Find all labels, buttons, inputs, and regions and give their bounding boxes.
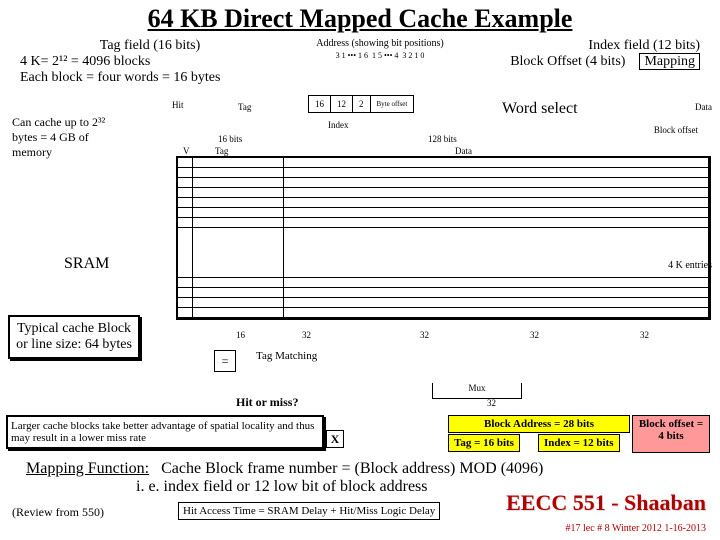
block-offset-box: Block offset = 4 bits xyxy=(632,415,710,453)
comparator: = xyxy=(214,350,236,372)
mux: Mux xyxy=(432,383,522,399)
data-label: Data xyxy=(695,102,712,112)
lecture-footer: #17 lec # 8 Winter 2012 1-16-2013 xyxy=(566,523,707,534)
tag-matching-label: Tag Matching xyxy=(256,350,317,362)
mapping-box: Mapping xyxy=(639,53,700,70)
tag-label: Tag xyxy=(238,102,251,112)
hit-access-time: Hit Access Time = SRAM Delay + Hit/Miss … xyxy=(178,502,440,520)
title: 64 KB Direct Mapped Cache Example xyxy=(0,0,720,38)
block-count: 4 K= 2¹² = 4096 blocks xyxy=(20,54,280,70)
word-select: Word select xyxy=(502,100,578,118)
mapping-function: Mapping Function: Cache Block frame numb… xyxy=(26,460,543,496)
bus-32e: 32 xyxy=(487,398,496,408)
cache-array xyxy=(176,156,711,320)
index-label: Index xyxy=(328,120,349,130)
typical-block-note: Typical cache Block or line size: 64 byt… xyxy=(8,315,140,359)
bus-32b: 32 xyxy=(420,330,429,340)
block-offset-label: Block offset xyxy=(654,125,698,135)
tag-col-label: Tag xyxy=(215,146,228,156)
hit-or-miss: Hit or miss? xyxy=(236,395,298,410)
index-field-text: Index field (12 bits) xyxy=(480,38,700,54)
header-row: Tag field (16 bits) 4 K= 2¹² = 4096 bloc… xyxy=(0,38,720,86)
block-offset-text: Block Offset (4 bits) xyxy=(510,54,625,69)
bits-16: 16 bits xyxy=(218,134,242,144)
bus-16: 16 xyxy=(236,330,245,340)
address-breakdown: 16 12 2 Byte offset xyxy=(308,95,414,113)
x-marker: X xyxy=(326,430,344,448)
hit-label: Hit xyxy=(172,100,184,110)
memory-note: Can cache up to 2³² bytes = 4 GB of memo… xyxy=(12,115,122,160)
data-col-label: Data xyxy=(455,146,472,156)
bus-32d: 32 xyxy=(640,330,649,340)
block-size: Each block = four words = 16 bytes xyxy=(20,70,280,86)
spatial-locality-note: Larger cache blocks take better advantag… xyxy=(6,415,324,449)
valid-label: V xyxy=(183,146,190,156)
tag-field-text: Tag field (16 bits) xyxy=(20,38,280,54)
index-bits-box: Index = 12 bits xyxy=(538,434,620,452)
bits-128: 128 bits xyxy=(428,134,457,144)
course-footer: EECC 551 - Shaaban xyxy=(506,490,706,516)
sram-label: SRAM xyxy=(64,255,109,273)
bus-32c: 32 xyxy=(530,330,539,340)
review-note: (Review from 550) xyxy=(12,505,104,520)
entries-label: 4 K entries xyxy=(668,260,712,271)
addr-positions: Address (showing bit positions) xyxy=(280,38,480,49)
bus-32a: 32 xyxy=(302,330,311,340)
tag-bits-box: Tag = 16 bits xyxy=(448,434,520,452)
block-address-box: Block Address = 28 bits xyxy=(448,415,630,433)
